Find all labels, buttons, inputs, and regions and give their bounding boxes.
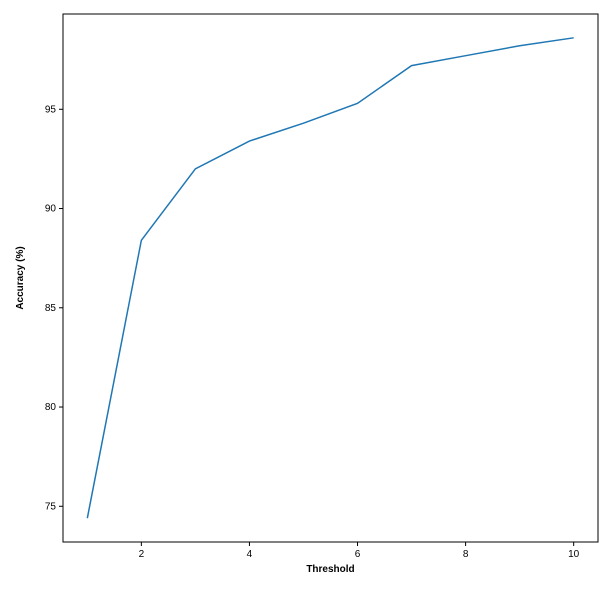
y-tick-label: 85 — [45, 303, 57, 314]
chart-svg: 2 4 6 8 10 75 80 85 90 95 Threshold Accuracy (%) — [0, 0, 606, 589]
y-tick-label: 80 — [45, 402, 57, 413]
y-tick-label: 90 — [45, 204, 57, 215]
y-tick-label: 95 — [45, 104, 57, 115]
y-axis-label: Accuracy (%) — [15, 246, 26, 309]
x-tick-label: 2 — [139, 549, 145, 560]
line-chart: 2 4 6 8 10 75 80 85 90 95 Threshold Accuracy (%) — [0, 0, 606, 589]
x-tick-label: 10 — [568, 549, 580, 560]
y-tick-label: 75 — [45, 501, 57, 512]
x-tick-label: 4 — [247, 549, 253, 560]
series-0 — [87, 38, 573, 518]
x-tick-label: 8 — [463, 549, 469, 560]
x-axis-label: Threshold — [306, 564, 354, 575]
x-tick-label: 6 — [355, 549, 361, 560]
plot-frame — [63, 14, 598, 542]
